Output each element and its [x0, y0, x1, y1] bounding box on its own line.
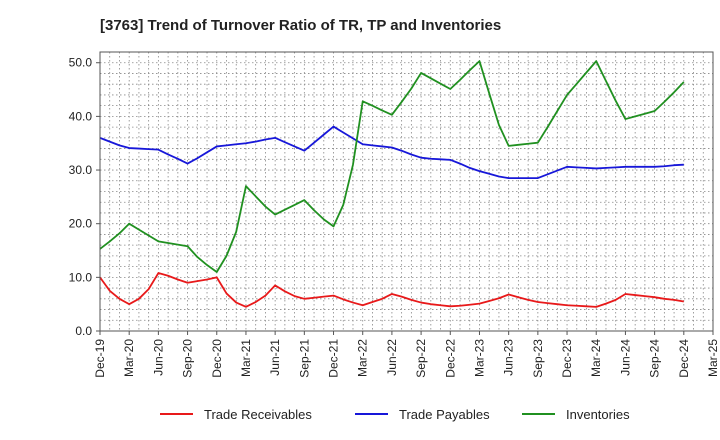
x-axis-ticks: Dec-19 Mar-20 Jun-20 Sep-20 Dec-20 Mar-21 Jun-…: [93, 331, 720, 378]
x-tick-label: Jun-22: [385, 339, 399, 376]
legend-label: Trade Payables: [399, 407, 490, 422]
y-tick-label: 10.0: [69, 270, 93, 284]
x-tick-label: Sep-22: [414, 339, 428, 378]
x-tick-label: Dec-20: [210, 339, 224, 378]
series-line-trade-receivables: [99, 272, 684, 308]
x-tick-label: Dec-21: [327, 339, 341, 378]
x-tick-label: Dec-24: [677, 339, 691, 378]
y-tick-label: 50.0: [69, 56, 93, 70]
grid-lines: [99, 51, 714, 332]
x-tick-label: Dec-19: [93, 339, 107, 378]
y-tick-label: 20.0: [69, 217, 93, 231]
x-tick-label: Sep-23: [531, 339, 545, 378]
y-tick-label: 30.0: [69, 163, 93, 177]
x-tick-label: Sep-24: [648, 339, 662, 378]
x-tick-label: Mar-23: [472, 339, 486, 377]
x-tick-label: Mar-21: [239, 339, 253, 377]
x-tick-label: Jun-20: [151, 339, 165, 376]
chart-title: [3763] Trend of Turnover Ratio of TR, TP…: [100, 17, 501, 34]
y-tick-label: 0.0: [75, 324, 92, 338]
x-tick-label: Dec-22: [443, 339, 457, 378]
x-tick-label: Sep-20: [181, 339, 195, 378]
y-tick-label: 40.0: [69, 109, 93, 123]
series-line-trade-payables: [99, 125, 684, 179]
plot-area-frame: [99, 51, 714, 332]
x-tick-label: Jun-23: [502, 339, 516, 376]
x-tick-label: Jun-24: [618, 339, 632, 376]
x-tick-label: Dec-23: [560, 339, 574, 378]
legend: Trade Receivables Trade Payables Inventori…: [160, 407, 630, 422]
series-lines: [99, 60, 685, 308]
x-tick-label: Sep-21: [297, 339, 311, 378]
x-tick-label: Mar-24: [589, 339, 603, 377]
series-line-inventories: [99, 60, 685, 273]
x-tick-label: Mar-20: [122, 339, 136, 377]
x-tick-label: Jun-21: [268, 339, 282, 376]
y-axis-ticks: 0.0 10.0 20.0 30.0 40.0 50.0: [69, 56, 100, 338]
x-tick-label: Mar-25: [706, 339, 720, 377]
legend-label: Trade Receivables: [204, 407, 312, 422]
legend-label: Inventories: [566, 407, 630, 422]
x-tick-label: Mar-22: [356, 339, 370, 377]
